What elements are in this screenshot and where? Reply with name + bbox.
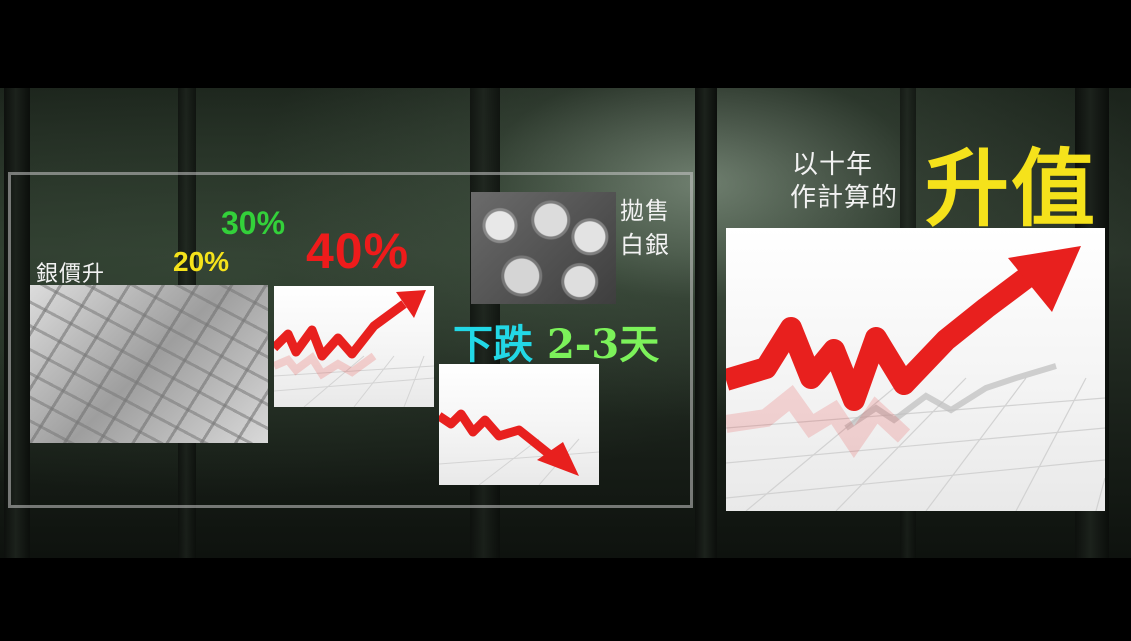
drop-days-label: 下跌 2-3天 [453,312,659,370]
pct-20-label: 20% [173,246,230,277]
rising-arrow-chart-small [274,286,434,407]
drop-days: 2-3天 [546,321,660,368]
pct-30-label: 30% [221,205,286,241]
silver-coins-photo [471,192,616,304]
sell-silver-line1: 拋售 [620,197,670,225]
sell-silver-label: 拋售 白銀 [620,194,670,262]
appreciation-title: 升值 [925,139,1098,238]
ten-year-label: 以十年 作計算的 [790,149,898,215]
falling-arrow-chart [439,364,599,485]
highlight-frame [8,172,693,508]
ten-year-line1: 以十年 [792,150,874,180]
sell-silver-line2: 白銀 [620,231,670,259]
ten-year-line2: 作計算的 [790,183,899,213]
silver-bars-photo [30,285,268,443]
drop-prefix: 下跌 [453,321,533,368]
silver-price-rise-label: 銀價升 [36,262,106,287]
pct-40-label: 40% [306,223,410,279]
rising-arrow-chart-large [726,228,1105,511]
